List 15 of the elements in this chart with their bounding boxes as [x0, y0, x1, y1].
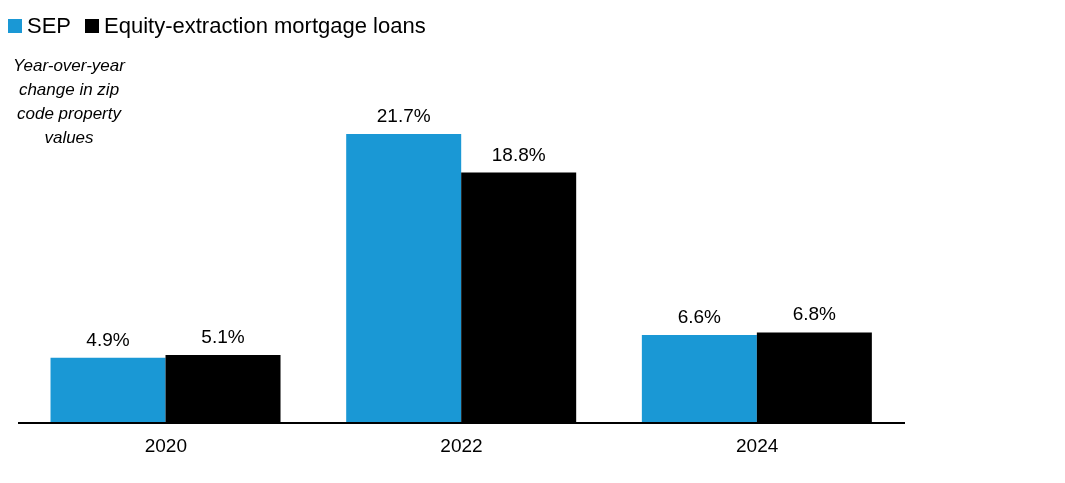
- data-label: 6.6%: [677, 306, 722, 328]
- data-label: 6.8%: [792, 303, 837, 325]
- data-label: 5.1%: [201, 326, 245, 348]
- data-label: 18.8%: [491, 143, 546, 165]
- x-tick-label: 2024: [736, 435, 779, 457]
- legend-label: Equity-extraction mortgage loans: [104, 13, 426, 39]
- legend-label: SEP: [27, 13, 72, 39]
- x-tick-label: 2020: [144, 435, 187, 457]
- data-label: 4.9%: [86, 328, 130, 350]
- x-tick-label: 2022: [440, 435, 483, 457]
- bar: [641, 335, 757, 423]
- data-label: 21.7%: [376, 105, 431, 126]
- y-axis-title: Year-over-year change in zip code property values: [12, 55, 127, 149]
- bar: [346, 134, 462, 423]
- bar: [50, 357, 166, 423]
